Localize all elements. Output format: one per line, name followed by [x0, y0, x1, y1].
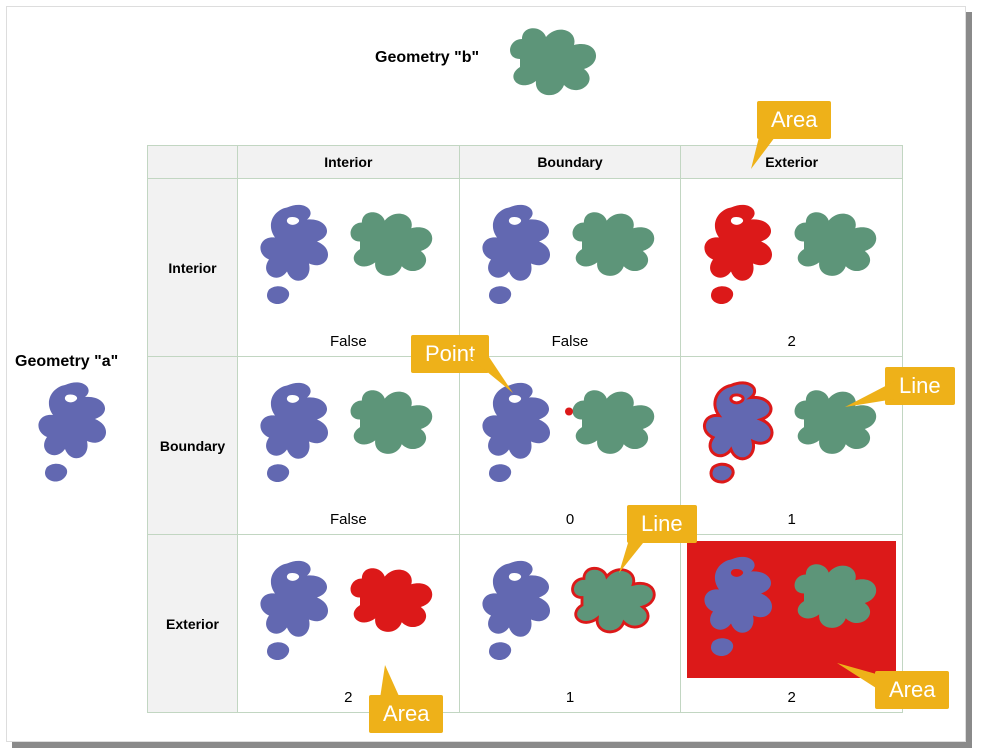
shape-pair-icon — [697, 548, 887, 671]
shape-pair-icon — [253, 195, 443, 318]
cell-interior-boundary: False — [459, 179, 681, 357]
table-row: Boundary False — [148, 357, 903, 535]
cell-value: 1 — [460, 689, 681, 706]
diagram-panel: Geometry "b" Geometry "a" Interior Bound… — [6, 6, 966, 742]
shape-pair-icon — [697, 195, 887, 318]
geometry-a-shape — [35, 379, 127, 494]
cell-exterior-interior: 2 — [238, 535, 460, 713]
cell-boundary-interior: False — [238, 357, 460, 535]
col-header-interior: Interior — [238, 146, 460, 179]
callout-area-bottom-right: Area — [875, 671, 949, 709]
col-header-exterior: Exterior — [681, 146, 903, 179]
table-row: Exterior 2 — [148, 535, 903, 713]
corner-header — [148, 146, 238, 179]
shape-pair-icon — [253, 373, 443, 496]
callout-label: Line — [899, 373, 941, 398]
callout-label: Area — [889, 677, 935, 702]
cell-value: False — [460, 333, 681, 350]
row-header-interior: Interior — [148, 179, 238, 357]
row-header-exterior: Exterior — [148, 535, 238, 713]
blob-a-icon — [38, 382, 106, 458]
shape-pair-icon — [253, 551, 443, 674]
blob-a-tail-icon — [45, 464, 67, 482]
col-header-boundary: Boundary — [459, 146, 681, 179]
geometry-a-label: Geometry "a" — [15, 353, 118, 371]
row-header-boundary: Boundary — [148, 357, 238, 535]
table-row: Interior False — [148, 179, 903, 357]
callout-area-top: Area — [757, 101, 831, 139]
callout-line-right: Line — [885, 367, 955, 405]
blob-b-icon — [510, 28, 596, 95]
geometry-b-shape — [500, 19, 610, 104]
de9im-table: Interior Boundary Exterior Interior — [147, 145, 903, 713]
callout-line-mid: Line — [627, 505, 697, 543]
shape-pair-icon — [475, 195, 665, 318]
callout-label: Point — [425, 341, 475, 366]
cell-value: 2 — [681, 333, 902, 350]
cell-value: 1 — [681, 511, 902, 528]
geometry-b-label: Geometry "b" — [375, 49, 479, 67]
cell-interior-interior: False — [238, 179, 460, 357]
cell-interior-exterior: 2 — [681, 179, 903, 357]
cell-value: False — [238, 511, 459, 528]
intersection-point-icon — [565, 407, 573, 415]
callout-point: Point — [411, 335, 489, 373]
callout-area-bottom-left: Area — [369, 695, 443, 733]
